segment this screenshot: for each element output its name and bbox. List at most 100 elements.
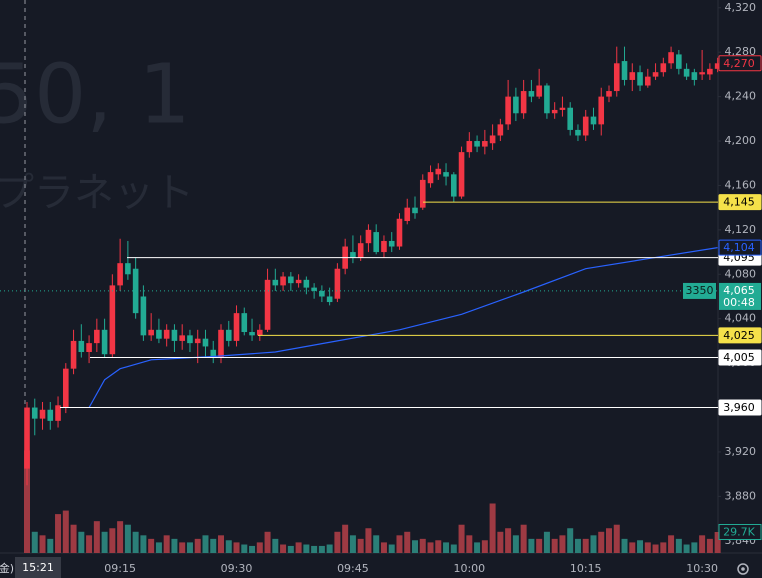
- volume-bar: [342, 524, 349, 553]
- volume-bar: [629, 542, 636, 553]
- candle-body: [520, 91, 527, 114]
- volume-bar: [660, 542, 667, 553]
- candle-body: [412, 207, 418, 214]
- candle-body: [163, 329, 170, 339]
- candle-body: [47, 409, 54, 421]
- volume-bar: [357, 538, 364, 553]
- y-tick-label: 4,120: [725, 223, 757, 236]
- candle-body: [210, 349, 217, 358]
- x-tick-label: 09:15: [104, 562, 136, 575]
- price-line-label: 3,960: [723, 401, 755, 414]
- volume-bar: [435, 540, 442, 553]
- x-tick-label: 09:45: [337, 562, 369, 575]
- candle-body: [187, 335, 193, 344]
- candle-body: [489, 135, 496, 144]
- candle-body: [132, 268, 139, 314]
- volume-bar: [132, 531, 139, 553]
- candle-body: [55, 405, 61, 421]
- candle-body: [179, 335, 185, 341]
- y-tick-label: 4,320: [725, 1, 757, 14]
- volume-bar: [536, 538, 543, 553]
- volume-bar: [450, 544, 457, 553]
- crosshair-price-label: 4,065: [723, 284, 755, 297]
- candle-body: [474, 141, 480, 147]
- countdown-label: 00:48: [723, 296, 755, 309]
- y-tick-label: 4,160: [725, 178, 757, 191]
- volume-bar: [148, 538, 155, 553]
- bar-label: 3350: [686, 284, 714, 297]
- candle-body: [629, 72, 636, 80]
- candle-body: [536, 85, 542, 97]
- candle-body: [606, 91, 612, 97]
- volume-bar: [551, 538, 558, 553]
- volume-bar: [714, 531, 721, 553]
- settings-button[interactable]: [737, 563, 749, 575]
- crosshair-day: 金): [0, 561, 14, 575]
- volume-bar: [574, 538, 581, 553]
- volume-bar: [311, 545, 318, 553]
- candle-body: [590, 116, 597, 125]
- price-line-label-box: [718, 194, 762, 211]
- candle-body: [295, 279, 302, 284]
- volume-bar: [365, 528, 372, 553]
- candle-body: [404, 207, 411, 221]
- volume-bar: [272, 538, 279, 553]
- candle-body: [249, 332, 255, 336]
- volume-bar: [101, 531, 108, 553]
- candle-body: [280, 276, 286, 286]
- candle-body: [575, 129, 581, 136]
- candle-body: [676, 54, 682, 69]
- gear-icon[interactable]: [737, 563, 749, 575]
- volume-bar: [334, 531, 341, 553]
- average-label: 4,104: [723, 241, 755, 254]
- candle-body: [458, 152, 465, 197]
- price-line-label: 4,005: [723, 351, 755, 364]
- last-price-label-box: [718, 55, 762, 72]
- volume-bar: [349, 535, 356, 553]
- x-tick-label: 09:30: [221, 562, 253, 575]
- volume-label-box: [718, 523, 762, 540]
- candle-body: [559, 107, 566, 110]
- volume-bar: [489, 503, 496, 553]
- volume-bar: [179, 542, 186, 553]
- candle-body: [691, 72, 698, 80]
- candle-body: [39, 409, 46, 419]
- y-tick-label: 3,920: [725, 445, 757, 458]
- candle-body: [365, 229, 372, 244]
- candle-body: [86, 343, 92, 353]
- candle-body: [513, 96, 519, 114]
- volume-label: 29.7K: [723, 525, 755, 538]
- volume-bar: [543, 531, 550, 553]
- candle-body: [264, 279, 271, 330]
- volume-bar: [233, 542, 240, 553]
- volume-bar: [683, 544, 690, 553]
- candle-body: [505, 96, 511, 125]
- candle-body: [241, 313, 248, 333]
- volume-bar: [186, 542, 193, 553]
- average-label-box: [718, 239, 762, 256]
- volume-bar: [443, 542, 450, 553]
- volume-bar: [668, 535, 675, 553]
- last-price-label: 4,270: [723, 57, 755, 70]
- candle-body: [101, 329, 108, 355]
- candle-body: [567, 107, 573, 130]
- volume-bar: [39, 535, 46, 553]
- price-line-label: 4,145: [723, 196, 755, 209]
- candle-body: [78, 340, 85, 353]
- volume-bar: [249, 545, 256, 553]
- volume-bar: [528, 538, 535, 553]
- candle-body: [225, 329, 232, 341]
- candle-body: [311, 287, 317, 291]
- volume-bar: [303, 544, 310, 553]
- volume-bar: [24, 450, 30, 553]
- volume-bar: [466, 535, 473, 553]
- volume-bar: [613, 524, 620, 553]
- volume-bar: [31, 531, 38, 553]
- volume-bar: [380, 542, 387, 553]
- volume-bar: [474, 542, 481, 553]
- volume-bar: [412, 540, 418, 553]
- volume-bar: [241, 544, 248, 553]
- candle-body: [528, 91, 535, 97]
